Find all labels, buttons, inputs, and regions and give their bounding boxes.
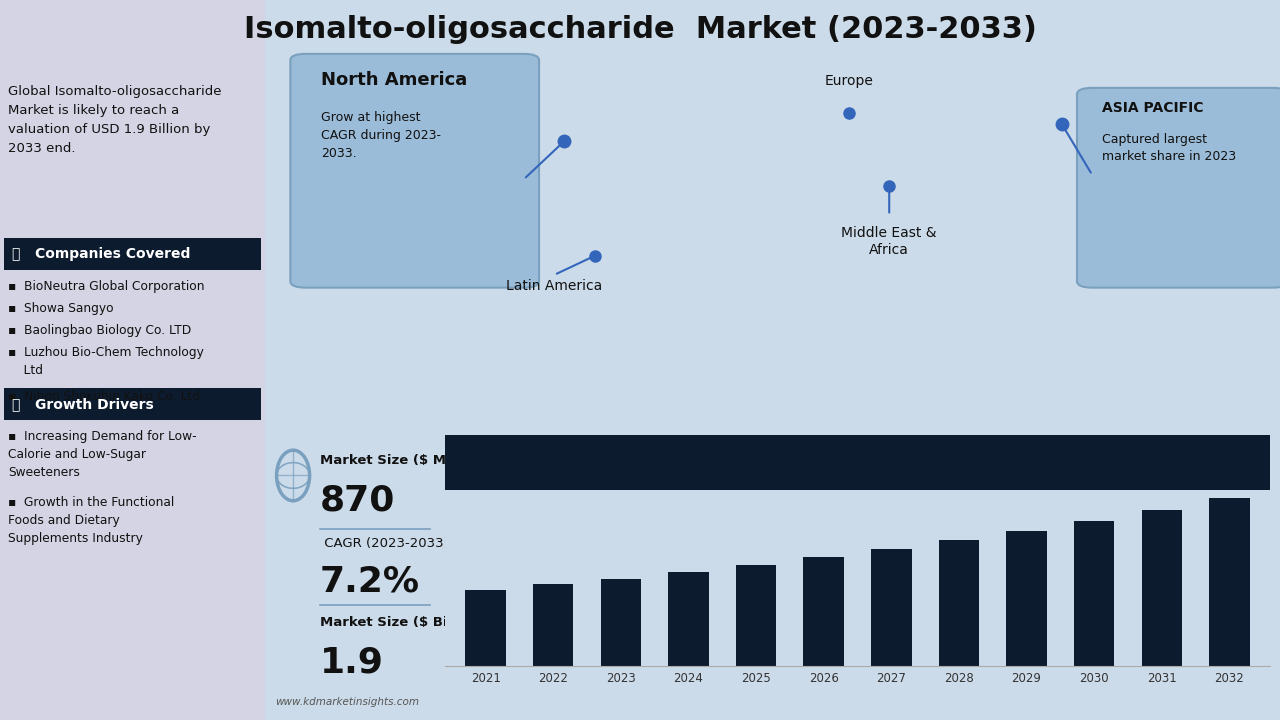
FancyBboxPatch shape <box>1076 88 1280 287</box>
Text: 📋   Companies Covered: 📋 Companies Covered <box>12 247 191 261</box>
Text: ▪  Showa Sangyo: ▪ Showa Sangyo <box>8 302 114 315</box>
Bar <box>736 565 777 666</box>
Text: 1.9: 1.9 <box>320 646 384 680</box>
Bar <box>1210 498 1249 666</box>
Text: ASIA PACIFIC: ASIA PACIFIC <box>1102 101 1204 114</box>
Text: ▪  Baolingbao Biology Co. LTD: ▪ Baolingbao Biology Co. LTD <box>8 324 191 337</box>
Text: ▪  Increasing Demand for Low-
Calorie and Low-Sugar
Sweeteners: ▪ Increasing Demand for Low- Calorie and… <box>8 430 197 479</box>
Bar <box>668 572 709 666</box>
Bar <box>1142 510 1183 666</box>
Text: Captured largest
market share in 2023: Captured largest market share in 2023 <box>1102 132 1236 163</box>
Text: Market Size ($ Billion) 2033: Market Size ($ Billion) 2033 <box>320 616 527 629</box>
Text: 7.2%: 7.2% <box>320 564 420 599</box>
FancyBboxPatch shape <box>4 238 261 270</box>
Text: Global Isomalto-oligosaccharide
Market is likely to reach a
valuation of USD 1.9: Global Isomalto-oligosaccharide Market i… <box>8 85 221 155</box>
Bar <box>1006 531 1047 666</box>
Text: Isomalto-oligosaccharide  Market (2023-2033): Isomalto-oligosaccharide Market (2023-20… <box>243 16 1037 45</box>
Bar <box>532 584 573 666</box>
Bar <box>600 579 641 666</box>
Text: 🔥   Growth Drivers: 🔥 Growth Drivers <box>12 397 154 411</box>
Bar <box>870 549 911 666</box>
Text: ▪  Growth in the Functional
Foods and Dietary
Supplements Industry: ▪ Growth in the Functional Foods and Die… <box>8 496 174 545</box>
Text: ▪  Nihon Shokuhin Kako Co. Ltd: ▪ Nihon Shokuhin Kako Co. Ltd <box>8 390 200 403</box>
Text: North America: North America <box>321 71 467 89</box>
Text: www.kdmarketinsights.com: www.kdmarketinsights.com <box>275 697 419 707</box>
Bar <box>1074 521 1115 666</box>
FancyBboxPatch shape <box>4 388 261 420</box>
Text: ▪  BioNeutra Global Corporation: ▪ BioNeutra Global Corporation <box>8 280 205 293</box>
FancyBboxPatch shape <box>291 54 539 287</box>
Text: Latin America: Latin America <box>506 279 603 292</box>
Text: Middle East &
Africa: Middle East & Africa <box>841 226 937 257</box>
Bar <box>804 557 844 666</box>
Text: Grow at highest
CAGR during 2023-
2033.: Grow at highest CAGR during 2023- 2033. <box>321 112 440 161</box>
Text: ▪  Luzhou Bio-Chem Technology
    Ltd: ▪ Luzhou Bio-Chem Technology Ltd <box>8 346 204 377</box>
Bar <box>938 540 979 666</box>
FancyBboxPatch shape <box>0 0 265 720</box>
Text: Market Size ($ Million) 2023: Market Size ($ Million) 2023 <box>320 454 530 467</box>
Bar <box>466 590 506 666</box>
Text: CAGR (2023-2033): CAGR (2023-2033) <box>320 537 448 550</box>
Text: Europe: Europe <box>824 74 873 89</box>
Text: Isomalto-oligosaccharide Market Size ($ Billion),
2022-2032: Isomalto-oligosaccharide Market Size ($ … <box>658 445 1057 480</box>
Text: 870: 870 <box>320 484 394 518</box>
